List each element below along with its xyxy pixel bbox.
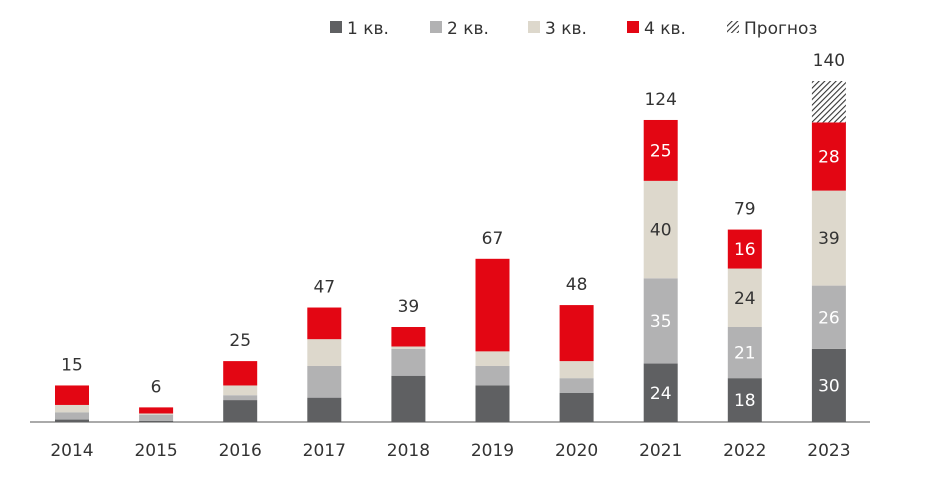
x-tick-label: 2023 [807, 441, 850, 461]
bar-segment [55, 404, 89, 413]
data-label: 39 [818, 229, 840, 249]
legend-label: 4 кв. [644, 19, 686, 39]
bar-segment [727, 268, 762, 328]
bar-segment [559, 305, 594, 362]
x-tick-label: 2021 [639, 441, 682, 461]
data-label: 30 [818, 376, 840, 396]
bar-segment [475, 365, 510, 386]
bar-segment [223, 400, 258, 422]
x-tick-label: 2015 [134, 441, 177, 461]
bar-segment [391, 346, 426, 349]
bar-segment [139, 407, 174, 414]
data-label: 28 [818, 148, 840, 168]
bar-segment [475, 258, 510, 352]
x-tick-label: 2017 [303, 441, 346, 461]
total-label: 79 [734, 200, 756, 220]
data-label: 16 [734, 240, 756, 260]
data-label: 21 [734, 344, 756, 364]
bar-segment [307, 397, 342, 422]
data-label: 24 [650, 384, 672, 404]
x-tick-label: 2016 [219, 441, 262, 461]
legend-swatch [430, 21, 442, 33]
bar-segment [307, 365, 342, 398]
bar-segment [223, 385, 258, 396]
bar-segment [475, 385, 510, 422]
legend-label: 3 кв. [545, 19, 587, 39]
bar-segment [727, 378, 762, 422]
bar-segment [139, 420, 174, 422]
bar-segment [811, 348, 846, 422]
bar-segment [223, 395, 258, 401]
data-label: 25 [650, 141, 672, 161]
total-label: 6 [151, 377, 162, 397]
legend-label: Прогноз [744, 19, 817, 39]
total-label: 15 [61, 355, 83, 375]
legend-swatch [330, 21, 342, 33]
total-label: 25 [229, 331, 251, 351]
bar-segment [811, 190, 846, 286]
total-label: 140 [813, 51, 845, 71]
bar-segment [391, 348, 426, 376]
bar-segment [559, 361, 594, 379]
legend-swatch [727, 21, 739, 33]
data-label: 24 [734, 289, 756, 309]
bar-segment [223, 361, 258, 386]
bar-segment [811, 122, 846, 191]
bar-segment [55, 412, 89, 420]
bar-segment [307, 339, 342, 366]
bar-segment [475, 351, 510, 366]
bar-segment [643, 180, 678, 279]
bar-segment [391, 375, 426, 422]
data-label: 40 [650, 221, 672, 241]
total-label: 124 [644, 90, 676, 110]
bar-segment [727, 229, 762, 269]
bar-segment [811, 285, 846, 349]
bar-segment [811, 81, 846, 123]
bar-segment [643, 119, 678, 181]
data-label: 35 [650, 312, 672, 332]
x-tick-label: 2018 [387, 441, 430, 461]
x-tick-label: 2019 [471, 441, 514, 461]
x-tick-label: 2020 [555, 441, 598, 461]
bar-segment [55, 419, 89, 422]
bar-segment [643, 363, 678, 422]
bar-segment [559, 392, 594, 422]
total-label: 48 [566, 275, 588, 295]
total-label: 67 [482, 229, 504, 249]
data-label: 18 [734, 391, 756, 411]
x-tick-label: 2014 [50, 441, 93, 461]
bar-segment [727, 327, 762, 379]
legend-label: 1 кв. [347, 19, 389, 39]
legend-swatch [528, 21, 540, 33]
bar-segment [55, 385, 89, 405]
bar-segment [643, 278, 678, 364]
legend-label: 2 кв. [447, 19, 489, 39]
bar-segment [307, 307, 342, 340]
bar-segment [139, 414, 174, 421]
bar-segment [559, 378, 594, 393]
bar-segment [391, 327, 426, 347]
total-label: 47 [313, 278, 335, 298]
data-label: 26 [818, 308, 840, 328]
legend-swatch [627, 21, 639, 33]
x-tick-label: 2022 [723, 441, 766, 461]
bar-segment [139, 413, 174, 415]
total-label: 39 [398, 297, 420, 317]
